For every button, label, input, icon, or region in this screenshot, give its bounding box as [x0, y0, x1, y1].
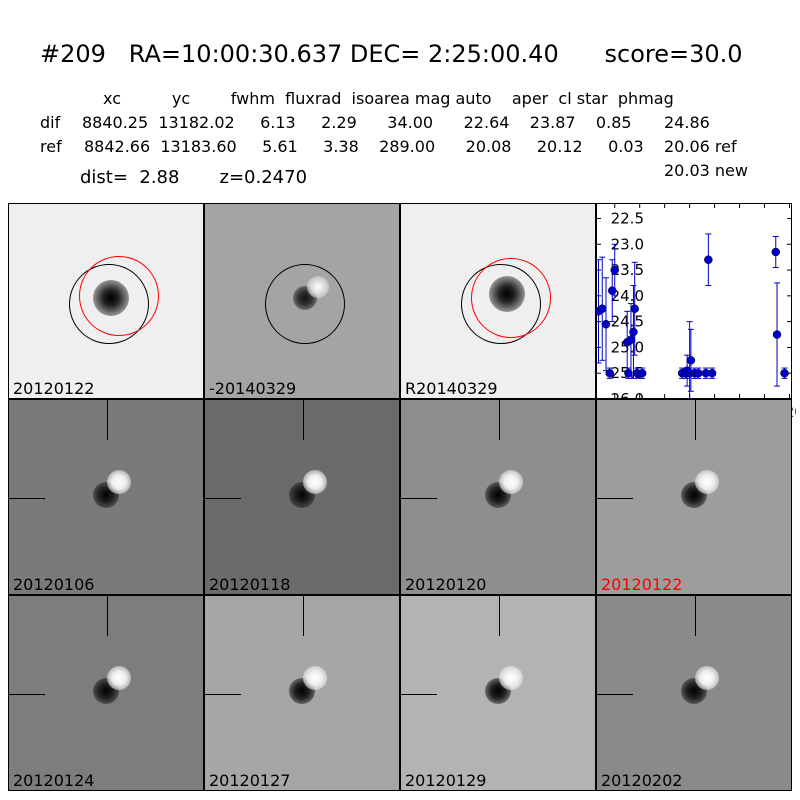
- stamp-label: 20120106: [13, 575, 95, 594]
- crosshair-horizontal: [9, 498, 45, 499]
- difference-stamp: 20120127: [204, 595, 400, 791]
- row-ref-label: ref: [40, 137, 62, 156]
- stamp-new: 20120122: [8, 203, 204, 399]
- data-point: [610, 265, 619, 275]
- y-tick-label: 23.5: [611, 261, 644, 279]
- data-point: [601, 319, 611, 329]
- difference-stamp: 20120129: [400, 595, 596, 791]
- stamp-ref: R20140329: [400, 203, 596, 399]
- data-point: [630, 304, 639, 313]
- data-point: [704, 255, 713, 264]
- crosshair-vertical: [107, 400, 108, 440]
- crosshair-vertical: [303, 400, 304, 440]
- crosshair-horizontal: [205, 498, 241, 499]
- stamp-label: 20120202: [601, 771, 683, 790]
- crosshair-vertical: [695, 596, 696, 636]
- crosshair-horizontal: [597, 498, 633, 499]
- page-title: #209 RA=10:00:30.637 DEC= 2:25:00.40 sco…: [40, 40, 743, 68]
- dipole-bright: [499, 470, 523, 494]
- y-tick-label: 22.5: [611, 209, 644, 227]
- dipole-bright: [303, 470, 327, 494]
- stamp-diff: -20140329: [204, 203, 400, 399]
- dipole-bright: [303, 666, 327, 690]
- y-tick-label: 23.0: [611, 235, 644, 253]
- crosshair-vertical: [303, 596, 304, 636]
- difference-stamp: 20120124: [8, 595, 204, 791]
- difference-stamp: 20120122: [596, 399, 792, 595]
- difference-stamp: 20120120: [400, 399, 596, 595]
- crosshair-horizontal: [205, 694, 241, 695]
- data-point: [771, 247, 781, 257]
- dist-z-readout: dist= 2.88 z=0.2470: [80, 167, 308, 188]
- data-point: [772, 330, 782, 339]
- row-dif-values: 8840.25 13182.02 6.13 2.29 34.00 22.64 2…: [82, 113, 632, 132]
- crosshair-vertical: [499, 596, 500, 636]
- red-circle: [471, 258, 551, 338]
- data-point: [605, 368, 614, 378]
- stamp-label: 20120122: [601, 575, 683, 594]
- row-dif-phmag: 24.86: [664, 113, 710, 132]
- crosshair-horizontal: [597, 694, 633, 695]
- dipole-bright: [107, 666, 131, 690]
- crosshair-vertical: [499, 400, 500, 440]
- stamp-label: 20120120: [405, 575, 487, 594]
- dipole-bright: [695, 470, 719, 494]
- row-ref-phmag: 20.06 ref: [664, 137, 737, 156]
- red-circle: [79, 256, 159, 336]
- stamp-label: 20120124: [13, 771, 95, 790]
- plot-frame: [596, 203, 792, 399]
- dipole-bright: [499, 666, 523, 690]
- new-phmag: 20.03 new: [664, 161, 748, 180]
- crosshair-horizontal: [401, 694, 437, 695]
- row-dif-label: dif: [40, 113, 61, 132]
- data-point: [707, 368, 717, 378]
- crosshair-horizontal: [9, 694, 45, 695]
- crosshair-vertical: [695, 400, 696, 440]
- crosshair-vertical: [107, 596, 108, 636]
- stamp-label: -20140329: [209, 379, 297, 398]
- stamp-label: 20120122: [13, 379, 95, 398]
- data-point: [694, 368, 703, 378]
- data-point: [686, 356, 696, 365]
- crosshair-horizontal: [401, 498, 437, 499]
- row-ref-values: 8842.66 13183.60 5.61 3.38 289.00 20.08 …: [84, 137, 644, 156]
- dipole-bright: [695, 666, 719, 690]
- y-tick-label: 24.0: [611, 287, 644, 305]
- black-circle: [265, 264, 345, 344]
- data-point: [597, 304, 607, 313]
- data-point: [629, 327, 638, 337]
- data-point: [780, 368, 789, 378]
- stamp-label: 20120129: [405, 771, 487, 790]
- stamp-label: 20120127: [209, 771, 291, 790]
- stamp-label: 20120118: [209, 575, 291, 594]
- dipole-bright: [107, 470, 131, 494]
- difference-stamp: 20120106: [8, 399, 204, 595]
- data-point: [637, 368, 647, 378]
- difference-stamp: 20120118: [204, 399, 400, 595]
- difference-stamp: 20120202: [596, 595, 792, 791]
- table-header: xc yc fwhm fluxrad isoarea mag auto aper…: [103, 89, 674, 108]
- stamp-label: R20140329: [405, 379, 498, 398]
